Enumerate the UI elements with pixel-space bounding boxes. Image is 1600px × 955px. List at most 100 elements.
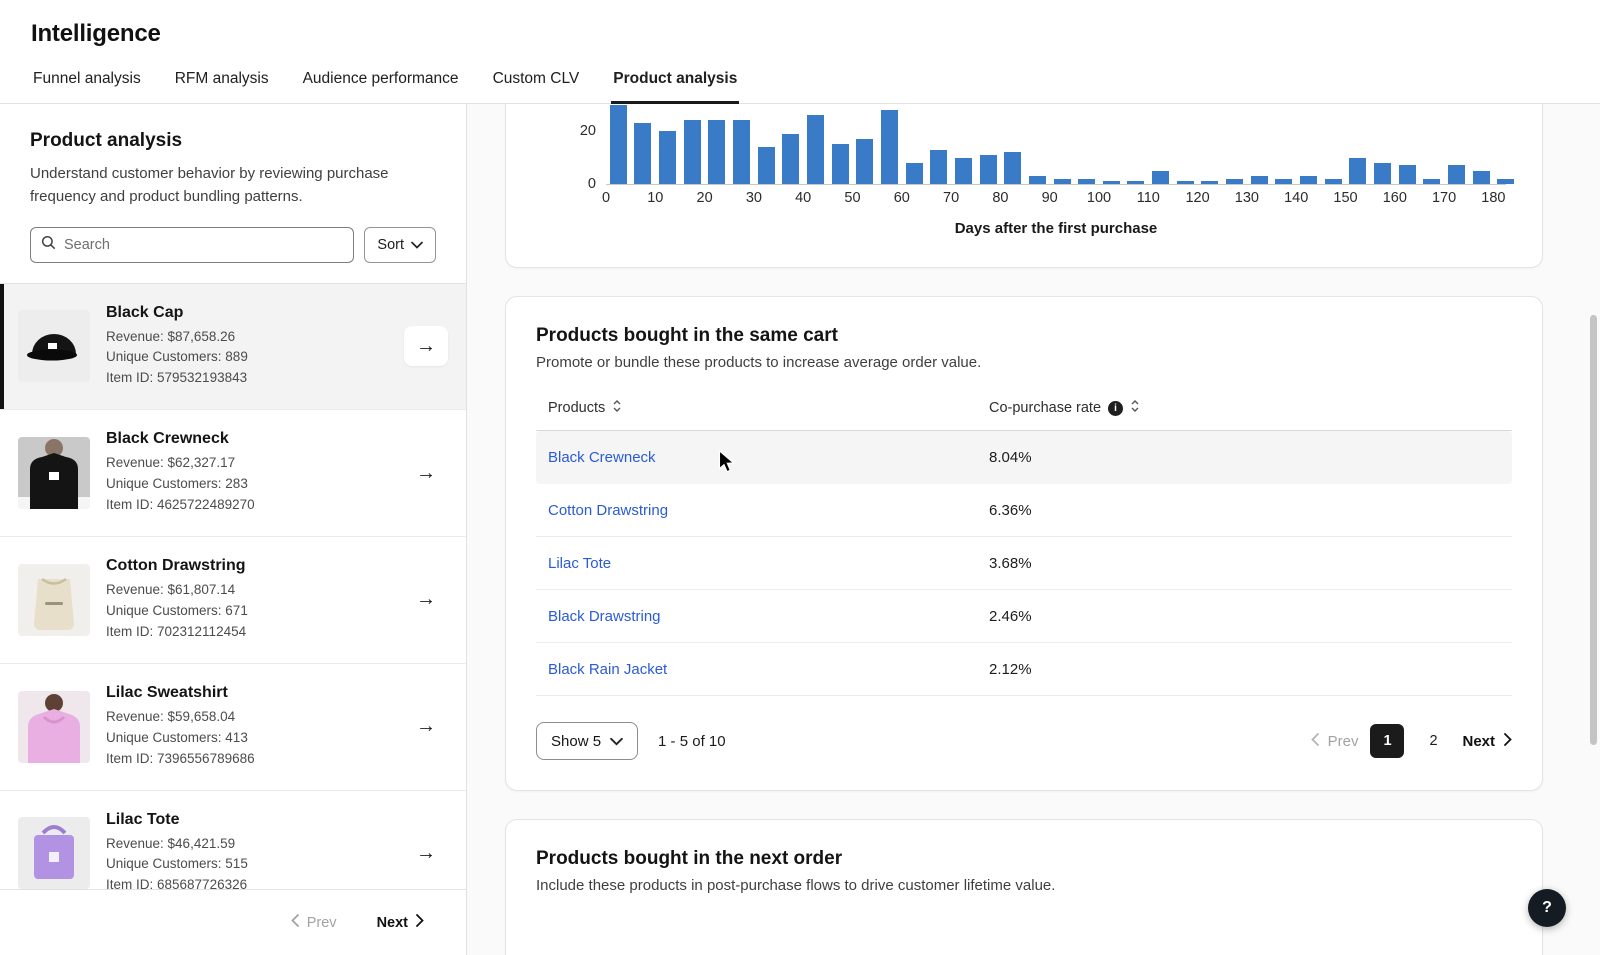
product-list-item-black-crewneck[interactable]: Black Crewneck Revenue: $62,327.17 Uniqu… <box>0 410 466 538</box>
sidebar-prev-button[interactable]: Prev <box>290 914 337 931</box>
arrow-right-icon[interactable]: → <box>404 326 448 367</box>
sidebar: Product analysis Understand customer beh… <box>0 104 467 955</box>
tab-product-analysis[interactable]: Product analysis <box>611 62 740 104</box>
sidebar-prev-label: Prev <box>306 914 337 931</box>
x-tick-label: 130 <box>1234 190 1259 206</box>
next-order-card: Products bought in the next order Includ… <box>505 819 1543 955</box>
product-item-id: Item ID: 7396556789686 <box>106 750 255 766</box>
chart-bar <box>634 123 652 184</box>
info-icon[interactable]: i <box>1108 400 1124 416</box>
arrow-right-icon[interactable]: → <box>416 715 436 738</box>
product-item-id: Item ID: 579532193843 <box>106 370 248 386</box>
arrow-right-icon[interactable]: → <box>416 841 436 864</box>
product-link[interactable]: Black Crewneck <box>548 448 656 466</box>
product-image-black-crewneck <box>18 437 90 510</box>
product-name: Black Crewneck <box>106 430 229 448</box>
scrollbar-thumb[interactable] <box>1590 315 1597 745</box>
product-list-item-lilac-tote[interactable]: Lilac Tote Revenue: $46,421.59 Unique Cu… <box>0 791 466 889</box>
chevron-left-icon <box>290 914 299 931</box>
page-title: Intelligence <box>31 20 161 47</box>
chart-bar <box>1004 152 1022 184</box>
page-2-button[interactable]: 2 <box>1429 733 1438 749</box>
product-link[interactable]: Lilac Tote <box>548 554 612 572</box>
prev-page-label: Prev <box>1327 732 1359 750</box>
product-link[interactable]: Cotton Drawstring <box>548 501 669 519</box>
x-tick-label: 40 <box>795 190 812 206</box>
sidebar-next-button[interactable]: Next <box>377 914 424 931</box>
main-panel: 0 20 0 10 20 30 40 50 60 70 80 90 100 110 120 130 140 15… <box>467 104 1600 955</box>
help-button[interactable]: ? <box>1528 889 1566 927</box>
sidebar-next-label: Next <box>376 914 408 931</box>
chart-bar <box>708 120 726 184</box>
co-purchase-rate: 2.12% <box>989 660 1032 678</box>
x-tick-label: 20 <box>696 190 713 206</box>
table-row[interactable]: Black Rain Jacket 2.12% <box>536 643 1512 696</box>
sidebar-description: Understand customer behavior by reviewin… <box>30 165 389 206</box>
product-revenue: Revenue: $59,658.04 <box>106 708 236 724</box>
product-customers: Unique Customers: 283 <box>106 476 248 492</box>
product-list-item-black-cap[interactable]: Black Cap Revenue: $87,658.26 Unique Cus… <box>0 283 466 411</box>
product-name: Cotton Drawstring <box>106 557 246 575</box>
sort-icon[interactable] <box>612 399 622 417</box>
table-row[interactable]: Black Crewneck 8.04% <box>536 431 1512 484</box>
chart-bar <box>1497 178 1515 184</box>
chart-bar <box>683 120 701 184</box>
chart-bar <box>880 109 898 184</box>
chart-bar <box>659 131 677 184</box>
chart-bar <box>782 133 800 184</box>
chart-bar <box>1373 162 1391 184</box>
content: Product analysis Understand customer beh… <box>0 104 1600 955</box>
x-tick-label: 60 <box>893 190 910 206</box>
chart-bar <box>1053 178 1071 184</box>
product-link[interactable]: Black Rain Jacket <box>548 660 668 678</box>
x-tick-label: 30 <box>745 190 762 206</box>
tab-custom-clv[interactable]: Custom CLV <box>492 70 580 87</box>
chart-bar <box>609 104 627 184</box>
chart-bar <box>807 115 825 184</box>
product-list-item-cotton-drawstring[interactable]: Cotton Drawstring Revenue: $61,807.14 Un… <box>0 537 466 664</box>
search-input[interactable] <box>64 236 344 253</box>
tab-funnel-analysis[interactable]: Funnel analysis <box>33 70 141 87</box>
tab-audience-performance[interactable]: Audience performance <box>302 70 459 87</box>
table-row[interactable]: Black Drawstring 2.46% <box>536 590 1512 643</box>
bar-chart: 0 20 <box>580 104 1515 192</box>
search-box[interactable] <box>30 226 355 263</box>
x-tick-label: 160 <box>1382 190 1407 206</box>
chart-bar <box>1127 181 1145 184</box>
chart-bar <box>856 138 874 184</box>
column-header-products[interactable]: Products <box>548 399 989 417</box>
chevron-down-icon <box>610 733 623 750</box>
x-tick-label: 180 <box>1481 190 1506 206</box>
rate-column-label: Co-purchase rate <box>989 400 1102 416</box>
sort-button[interactable]: Sort <box>364 226 436 263</box>
x-tick-label: 0 <box>601 190 611 206</box>
x-tick-label: 10 <box>647 190 664 206</box>
product-revenue: Revenue: $87,658.26 <box>106 328 236 344</box>
product-item-id: Item ID: 4625722489270 <box>106 497 255 513</box>
chart-bar <box>831 144 849 184</box>
sidebar-title: Product analysis <box>30 130 183 151</box>
x-tick-label: 80 <box>992 190 1009 206</box>
page-1-button[interactable]: 1 <box>1370 724 1405 758</box>
show-per-page-button[interactable]: Show 5 <box>536 722 639 760</box>
product-list-item-lilac-sweatshirt[interactable]: Lilac Sweatshirt Revenue: $59,658.04 Uni… <box>0 664 466 791</box>
arrow-right-icon[interactable]: → <box>416 461 436 484</box>
table-row[interactable]: Cotton Drawstring 6.36% <box>536 484 1512 537</box>
column-header-co-purchase-rate[interactable]: Co-purchase rate i <box>989 399 1140 417</box>
chart-bar <box>1152 170 1170 184</box>
product-name: Lilac Tote <box>106 810 180 828</box>
table-row[interactable]: Lilac Tote 3.68% <box>536 537 1512 590</box>
next-page-button[interactable]: Next <box>1462 733 1512 750</box>
same-cart-card: Products bought in the same cart Promote… <box>505 296 1543 791</box>
pagination-range: 1 - 5 of 10 <box>658 732 726 750</box>
x-tick-label: 110 <box>1136 190 1160 206</box>
sort-icon[interactable] <box>1130 399 1140 417</box>
co-purchase-rate: 6.36% <box>989 501 1032 519</box>
prev-page-button[interactable]: Prev <box>1310 732 1359 750</box>
product-revenue: Revenue: $62,327.17 <box>106 455 236 471</box>
tab-bar: Funnel analysis RFM analysis Audience pe… <box>0 62 1600 104</box>
tab-rfm-analysis[interactable]: RFM analysis <box>174 70 269 87</box>
product-image-lilac-tote <box>18 817 90 889</box>
product-link[interactable]: Black Drawstring <box>548 607 661 625</box>
arrow-right-icon[interactable]: → <box>416 588 436 611</box>
